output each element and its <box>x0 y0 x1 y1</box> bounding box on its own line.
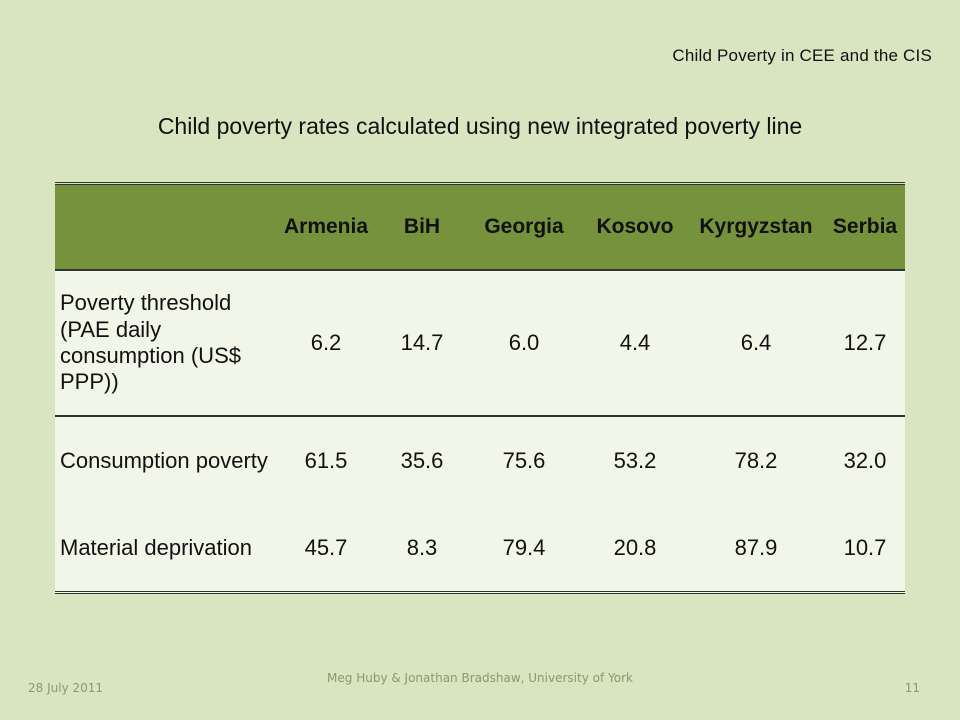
row-label-consumption-poverty: Consumption poverty <box>60 447 268 473</box>
table-cell: 6.0 <box>465 270 583 417</box>
column-header-kosovo: Kosovo <box>583 182 687 271</box>
column-header-kyrgyzstan: Kyrgyzstan <box>687 182 825 271</box>
table-cell: 4.4 <box>583 270 687 417</box>
poverty-rates-table: Armenia BiH Georgia Kosovo Kyrgyzstan Se… <box>55 182 905 594</box>
table-cell: 32.0 <box>843 448 887 473</box>
table-cell: 6.4 <box>687 270 825 417</box>
column-header-armenia: Armenia <box>273 182 379 271</box>
table-cell: 35.6 <box>400 448 444 473</box>
table-header-row: Armenia BiH Georgia Kosovo Kyrgyzstan Se… <box>55 182 905 271</box>
table-cell: 78.2 <box>734 448 778 473</box>
table-cell: 45.7 <box>273 505 379 594</box>
table-cell: 20.8 <box>583 505 687 594</box>
row-label-material-deprivation: Material deprivation <box>55 505 273 594</box>
table-cell: 75.6 <box>502 448 546 473</box>
table-cell: 61.5 <box>304 448 348 473</box>
column-header-bih: BiH <box>379 182 465 271</box>
page-number: 11 <box>904 681 920 695</box>
column-header-georgia: Georgia <box>465 182 583 271</box>
column-header-serbia: Serbia <box>825 182 905 271</box>
presentation-title: Child Poverty in CEE and the CIS <box>672 46 932 65</box>
table-row-material-deprivation: Material deprivation 45.7 8.3 79.4 20.8 … <box>55 505 905 594</box>
table-cell: 14.7 <box>379 270 465 417</box>
table-cell: 10.7 <box>825 505 905 594</box>
table-cell: 53.2 <box>613 448 657 473</box>
poverty-table-container: Armenia BiH Georgia Kosovo Kyrgyzstan Se… <box>55 182 905 594</box>
table-cell: 79.4 <box>465 505 583 594</box>
row-label-poverty-threshold: Poverty threshold (PAE daily consumption… <box>55 270 273 417</box>
column-header-empty <box>55 182 273 271</box>
table-row-poverty-threshold: Poverty threshold (PAE daily consumption… <box>55 270 905 417</box>
table-cell: 12.7 <box>825 270 905 417</box>
table-row-consumption-poverty: Consumption poverty 61.5 35.6 75.6 53.2 … <box>55 416 905 505</box>
footer-date: 28 July 2011 <box>28 681 104 695</box>
slide-title: Child poverty rates calculated using new… <box>157 113 803 139</box>
footer-authors: Meg Huby & Jonathan Bradshaw, University… <box>327 671 633 685</box>
table-cell: 8.3 <box>379 505 465 594</box>
table-cell: 6.2 <box>273 270 379 417</box>
table-cell: 87.9 <box>687 505 825 594</box>
